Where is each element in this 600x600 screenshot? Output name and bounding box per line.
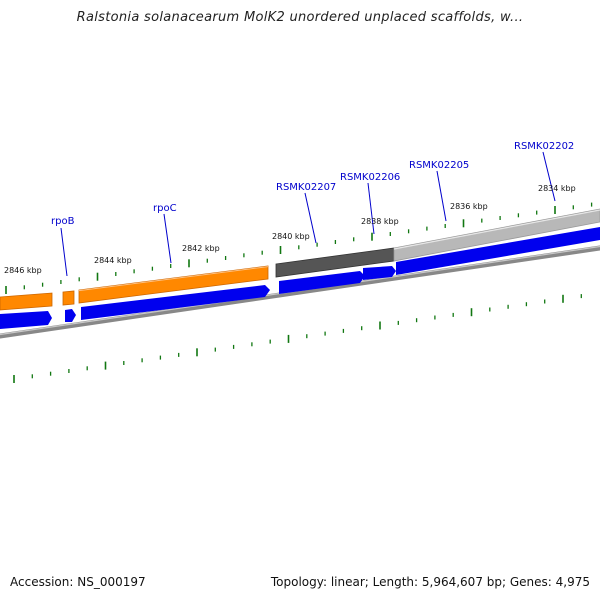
gene-label-rsmk02202[interactable]: RSMK02202 [514, 141, 574, 152]
rsmk02207-connector [304, 192, 317, 244]
gene-label-rpob[interactable]: rpoB [51, 216, 75, 227]
rpob-connector [60, 227, 68, 277]
gene-label-rsmk02206[interactable]: RSMK02206 [340, 172, 400, 183]
kbp-label-2834: 2834 kbp [538, 184, 576, 193]
kbp-label-2840: 2840 kbp [272, 232, 310, 241]
genome-summary-text: Topology: linear; Length: 5,964,607 bp; … [270, 575, 590, 589]
kbp-label-2842: 2842 kbp [182, 244, 220, 253]
outer-tick-marks [5, 202, 593, 294]
gene-arrow-rsmk02207[interactable] [279, 271, 365, 294]
genome-backbone [0, 245, 600, 339]
accession-text: Accession: NS_000197 [10, 575, 146, 589]
kbp-label-2846: 2846 kbp [4, 266, 42, 275]
gene-arrow-rpoc[interactable] [81, 285, 270, 320]
gene-label-rsmk02205[interactable]: RSMK02205 [409, 160, 469, 171]
rsmk02206-connector [367, 182, 375, 235]
operon-highlight [78, 266, 269, 292]
rpob-operon-segment[interactable] [0, 292, 53, 311]
bottom-tick-marks [13, 294, 582, 383]
rpob-operon-segment-2[interactable] [62, 290, 75, 306]
map-title: Ralstonia solanacearum MolK2 unordered u… [76, 10, 524, 25]
gene-label-rsmk02207[interactable]: RSMK02207 [276, 182, 336, 193]
rsmk-operon-light[interactable] [393, 208, 600, 262]
gene-arrow-rpob[interactable] [65, 309, 76, 322]
rpoc-operon-segment[interactable] [78, 265, 269, 304]
gene-label-rpoc[interactable]: rpoC [153, 203, 177, 214]
kbp-label-2838: 2838 kbp [361, 217, 399, 226]
rpoc-connector [163, 213, 172, 264]
gene-arrow-rsmk02206[interactable] [363, 266, 396, 280]
gene-arrow-rpob-left[interactable] [0, 311, 52, 329]
rsmk02205-connector [436, 170, 447, 222]
kbp-label-2836: 2836 kbp [450, 202, 488, 211]
kbp-label-2844: 2844 kbp [94, 256, 132, 265]
rsmk02202-connector [542, 151, 556, 202]
operon-highlight-light [393, 209, 600, 250]
gene-arrow-rsmk02205[interactable] [396, 227, 600, 275]
